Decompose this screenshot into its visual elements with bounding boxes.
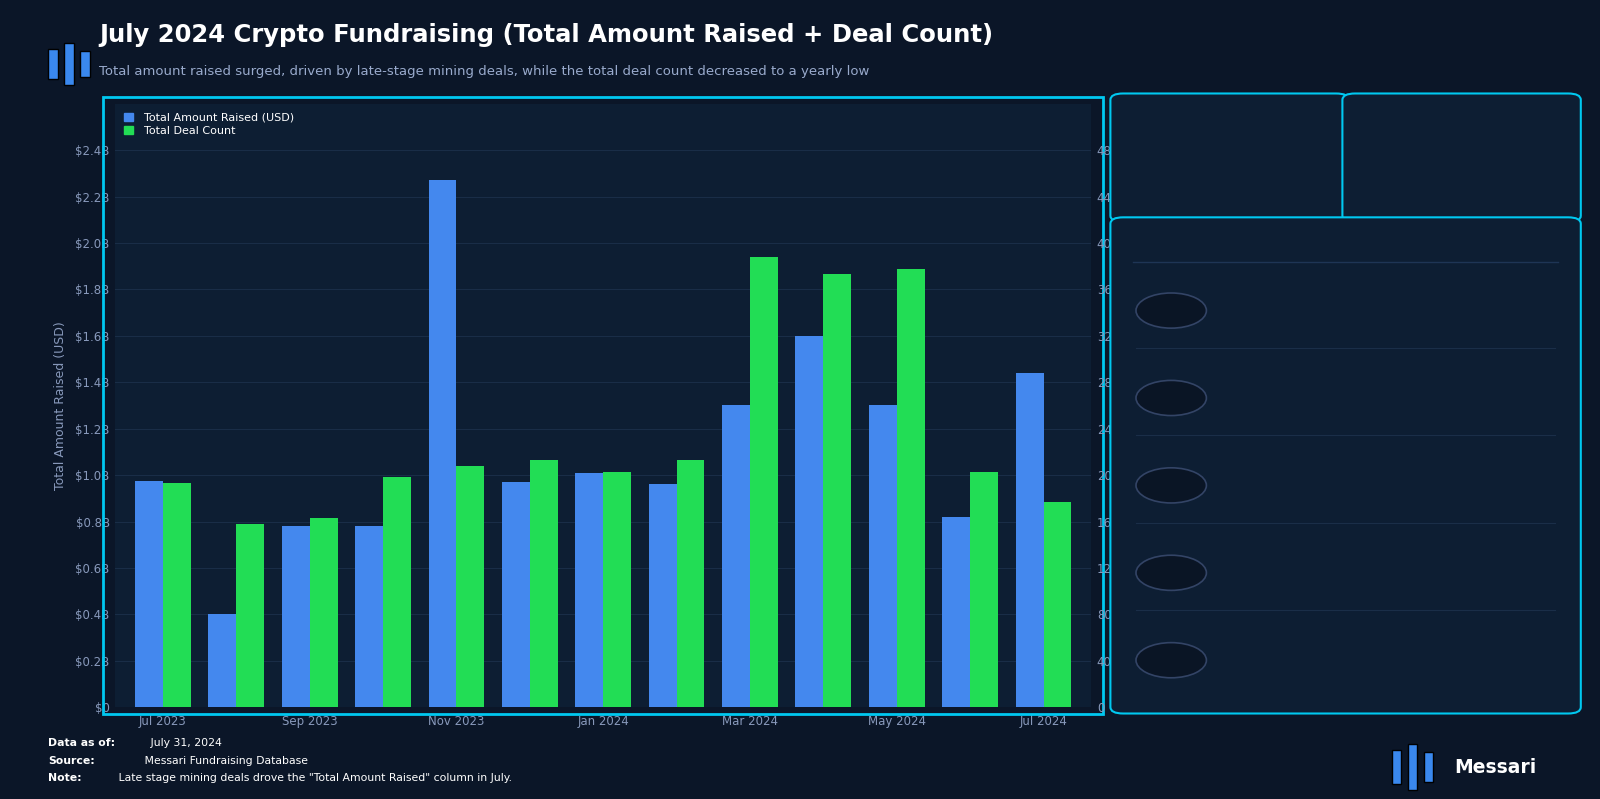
Text: Layer-1 Web3 Metaverse Hub: Layer-1 Web3 Metaverse Hub [1227, 392, 1389, 402]
Bar [134, 481, 163, 707]
Text: $1.44B: $1.44B [1170, 143, 1290, 173]
Bar [310, 518, 338, 707]
Bar [576, 473, 603, 707]
Text: $60M: $60M [1512, 466, 1555, 479]
Bar [603, 471, 630, 707]
Bar [942, 517, 970, 707]
Text: Partior: Partior [1227, 466, 1282, 479]
Bar [1016, 373, 1043, 707]
Bar [1043, 502, 1072, 707]
Bar [869, 406, 896, 707]
Text: Ceti: Ceti [1227, 553, 1258, 567]
Text: Undisclosed: Undisclosed [1490, 567, 1555, 577]
Text: Sentient: Sentient [1227, 291, 1294, 304]
Bar [824, 274, 851, 707]
Bar [282, 526, 310, 707]
Bar [237, 524, 264, 707]
Text: Enterprise Financial Services: Enterprise Financial Services [1227, 479, 1384, 490]
Bar [750, 257, 778, 707]
Text: Round Led by AccelByte and Lam Group: Round Led by AccelByte and Lam Group [1227, 403, 1427, 413]
Bar [502, 482, 530, 707]
Text: (-8.3% MoM): (-8.3% MoM) [1416, 185, 1507, 200]
Bar [896, 268, 925, 707]
Text: Scalable Infrastructure for Games: Scalable Infrastructure for Games [1227, 654, 1411, 665]
Text: Notable Rounds: Notable Rounds [1285, 239, 1406, 253]
Text: $85M: $85M [1512, 291, 1555, 304]
Bar [677, 460, 704, 707]
Text: $18M: $18M [1512, 641, 1555, 654]
Text: 177: 177 [1430, 143, 1493, 173]
Text: Late stage mining deals drove the "Total Amount Raised" column in July.: Late stage mining deals drove the "Total… [115, 773, 512, 783]
Text: Messari Fundraising Database: Messari Fundraising Database [141, 756, 307, 765]
Text: Total $ Raised: Total $ Raised [1184, 117, 1275, 129]
Text: Round Led by JP Morgan and Jump Trading: Round Led by JP Morgan and Jump Trading [1227, 491, 1438, 501]
Text: Data as of:: Data as of: [48, 738, 115, 748]
Text: NPC Labs: NPC Labs [1227, 641, 1301, 654]
Text: Round Led by Pantera Capital: Round Led by Pantera Capital [1227, 316, 1374, 326]
Text: Source:: Source: [48, 756, 94, 765]
Text: Seed: Seed [1528, 654, 1555, 665]
Text: July 2024 Crypto Fundraising (Total Amount Raised + Deal Count): July 2024 Crypto Fundraising (Total Amou… [99, 23, 994, 47]
Text: Round Led by Pantera Capital: Round Led by Pantera Capital [1227, 666, 1374, 676]
Bar [530, 460, 558, 707]
Text: Total amount raised surged, driven by late-stage mining deals, while the total d: Total amount raised surged, driven by la… [99, 66, 869, 78]
Bar [456, 466, 485, 707]
Text: Artificial General Intelligence Platform: Artificial General Intelligence Platform [1227, 304, 1435, 315]
Text: (72.9% MoM): (72.9% MoM) [1181, 185, 1278, 200]
Text: Seed: Seed [1528, 304, 1555, 315]
Text: $60M: $60M [1512, 553, 1555, 567]
Bar [208, 614, 237, 707]
Text: Series B: Series B [1510, 392, 1555, 402]
Y-axis label: Total Amount Raised (USD): Total Amount Raised (USD) [54, 321, 67, 490]
Text: Deal Count: Deal Count [1424, 117, 1499, 129]
Bar [429, 181, 456, 707]
Text: Round Led by BCII Enterprises: Round Led by BCII Enterprises [1227, 578, 1378, 588]
Legend:   Total Amount Raised (USD),   Total Deal Count: Total Amount Raised (USD), Total Deal Co… [120, 109, 298, 140]
Bar [163, 483, 190, 707]
Bar [648, 484, 677, 707]
Text: ID Planet: ID Planet [1227, 378, 1299, 392]
Bar [382, 478, 411, 707]
Text: AI Infrastructure: AI Infrastructure [1227, 567, 1315, 577]
Bar [722, 406, 750, 707]
Text: July 31, 2024: July 31, 2024 [147, 738, 222, 748]
Y-axis label: Total Deal Count: Total Deal Count [1131, 354, 1144, 457]
Text: Series B: Series B [1510, 479, 1555, 490]
Text: Messari: Messari [1454, 757, 1536, 777]
Text: $80M: $80M [1512, 378, 1555, 392]
Bar [970, 471, 998, 707]
Bar [355, 526, 382, 707]
Bar [795, 336, 824, 707]
Text: Note:: Note: [48, 773, 82, 783]
